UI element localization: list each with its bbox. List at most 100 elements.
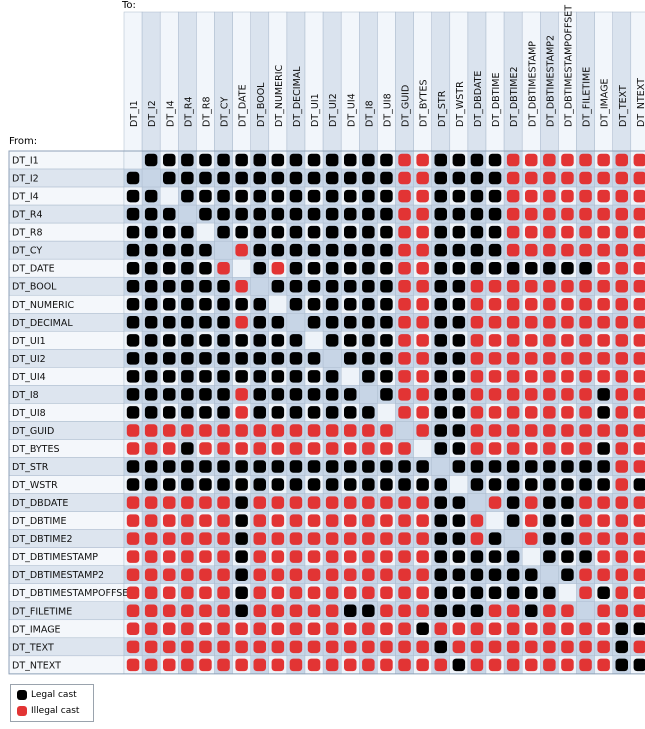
legal-cast-marker <box>253 334 266 347</box>
legal-cast-marker <box>126 261 140 275</box>
legal-cast-marker <box>434 568 447 581</box>
illegal-cast-marker <box>398 550 411 563</box>
illegal-cast-marker <box>416 568 429 581</box>
illegal-cast-marker <box>615 496 628 509</box>
illegal-cast-marker <box>488 370 502 383</box>
illegal-cast-marker <box>181 514 194 527</box>
legal-cast-marker <box>253 243 266 257</box>
illegal-cast-marker <box>506 153 520 167</box>
illegal-cast-marker <box>271 640 285 654</box>
matrix-cell-bg <box>449 475 469 494</box>
illegal-cast-marker <box>126 442 140 455</box>
legal-cast-marker <box>452 442 466 455</box>
illegal-cast-marker <box>398 442 411 455</box>
illegal-cast-marker <box>525 279 538 293</box>
illegal-cast-marker <box>506 658 520 672</box>
row-header-label: DT_UI4 <box>12 372 46 383</box>
illegal-cast-marker <box>506 225 520 239</box>
legal-cast-marker <box>163 460 176 473</box>
legal-cast-marker <box>271 460 285 473</box>
matrix-cell-bg <box>431 457 451 476</box>
illegal-cast-marker <box>597 568 610 581</box>
legal-cast-marker <box>344 298 357 311</box>
illegal-cast-marker <box>253 568 266 581</box>
row-header-label: DT_DBTIMESTAMP <box>12 552 98 563</box>
illegal-cast-marker <box>633 442 645 455</box>
illegal-cast-marker <box>543 171 556 185</box>
row-header-label: DT_FILETIME <box>12 606 72 617</box>
legal-cast-marker <box>307 189 321 203</box>
illegal-cast-marker <box>163 514 176 527</box>
illegal-cast-marker <box>163 496 176 509</box>
illegal-cast-marker <box>543 388 556 401</box>
illegal-cast-marker <box>253 514 266 527</box>
illegal-cast-marker <box>398 586 411 599</box>
matrix-cell-bg <box>395 421 414 440</box>
illegal-cast-marker <box>362 568 375 581</box>
legend-illegal-label: Illegal cast <box>31 706 80 716</box>
illegal-cast-marker <box>163 532 176 545</box>
column-header-label: DT_DBTIMESTAMP <box>527 41 538 127</box>
illegal-cast-marker <box>615 478 628 491</box>
illegal-cast-marker <box>597 279 610 293</box>
legal-cast-marker <box>126 406 140 419</box>
legal-cast-marker <box>163 406 176 419</box>
illegal-cast-marker <box>271 604 285 618</box>
illegal-cast-marker <box>163 550 176 563</box>
legal-cast-marker <box>126 316 140 329</box>
legal-cast-marker <box>325 334 339 347</box>
illegal-cast-marker <box>199 514 212 527</box>
illegal-cast-marker <box>271 442 285 455</box>
illegal-cast-marker <box>597 316 610 329</box>
legal-cast-marker <box>597 388 610 401</box>
legal-cast-marker <box>434 424 447 437</box>
legal-cast-marker <box>271 370 285 383</box>
legal-cast-marker <box>163 153 176 167</box>
legal-cast-marker <box>434 604 447 618</box>
illegal-cast-marker <box>579 352 592 365</box>
illegal-cast-marker <box>488 298 502 311</box>
legal-cast-marker <box>217 352 230 365</box>
legal-cast-marker <box>235 298 248 311</box>
legal-cast-marker <box>380 153 393 167</box>
illegal-cast-marker <box>344 640 357 654</box>
illegal-cast-marker <box>561 658 574 672</box>
legal-cast-marker <box>488 171 502 185</box>
illegal-cast-marker <box>398 207 411 221</box>
legal-cast-marker <box>289 189 303 203</box>
illegal-cast-marker <box>615 388 628 401</box>
legal-cast-marker <box>144 316 158 329</box>
illegal-cast-marker <box>325 532 339 545</box>
illegal-cast-marker <box>235 406 248 419</box>
illegal-cast-marker <box>144 604 158 618</box>
illegal-cast-marker <box>126 658 140 672</box>
illegal-cast-marker <box>579 586 592 599</box>
illegal-cast-marker <box>398 568 411 581</box>
illegal-cast-marker <box>307 514 321 527</box>
column-header-label: DT_TEXT <box>618 85 629 127</box>
column-header-bg <box>431 11 451 152</box>
row-header-label: DT_NUMERIC <box>12 300 75 311</box>
row-header-label: DT_DECIMAL <box>12 318 73 329</box>
legal-cast-marker <box>452 550 466 563</box>
illegal-cast-marker <box>470 316 484 329</box>
legal-cast-marker <box>506 568 520 581</box>
illegal-cast-marker <box>416 298 429 311</box>
illegal-cast-marker <box>488 352 502 365</box>
illegal-cast-marker <box>470 424 484 437</box>
legal-cast-marker <box>199 370 212 383</box>
legal-cast-marker <box>126 352 140 365</box>
illegal-cast-marker <box>579 622 592 636</box>
illegal-cast-marker <box>525 352 538 365</box>
illegal-cast-marker <box>561 640 574 654</box>
legal-cast-marker <box>144 406 158 419</box>
illegal-cast-marker <box>597 171 610 185</box>
illegal-cast-marker <box>525 658 538 672</box>
illegal-cast-marker <box>488 406 502 419</box>
illegal-cast-marker <box>398 388 411 401</box>
legal-cast-marker <box>434 496 447 509</box>
row-header-label: DT_TEXT <box>12 642 54 653</box>
legal-cast-marker <box>199 334 212 347</box>
matrix-cell-bg <box>413 439 432 458</box>
legal-cast-marker <box>597 442 610 455</box>
